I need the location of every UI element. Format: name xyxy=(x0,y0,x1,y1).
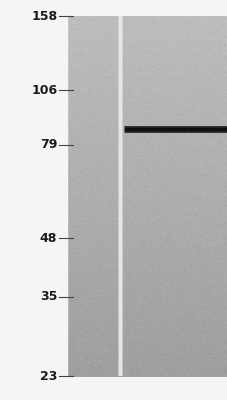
Text: 79: 79 xyxy=(40,138,57,152)
Text: 35: 35 xyxy=(40,290,57,304)
Text: 48: 48 xyxy=(40,232,57,244)
Text: 158: 158 xyxy=(31,10,57,22)
Text: 23: 23 xyxy=(40,370,57,382)
Text: 106: 106 xyxy=(31,84,57,96)
